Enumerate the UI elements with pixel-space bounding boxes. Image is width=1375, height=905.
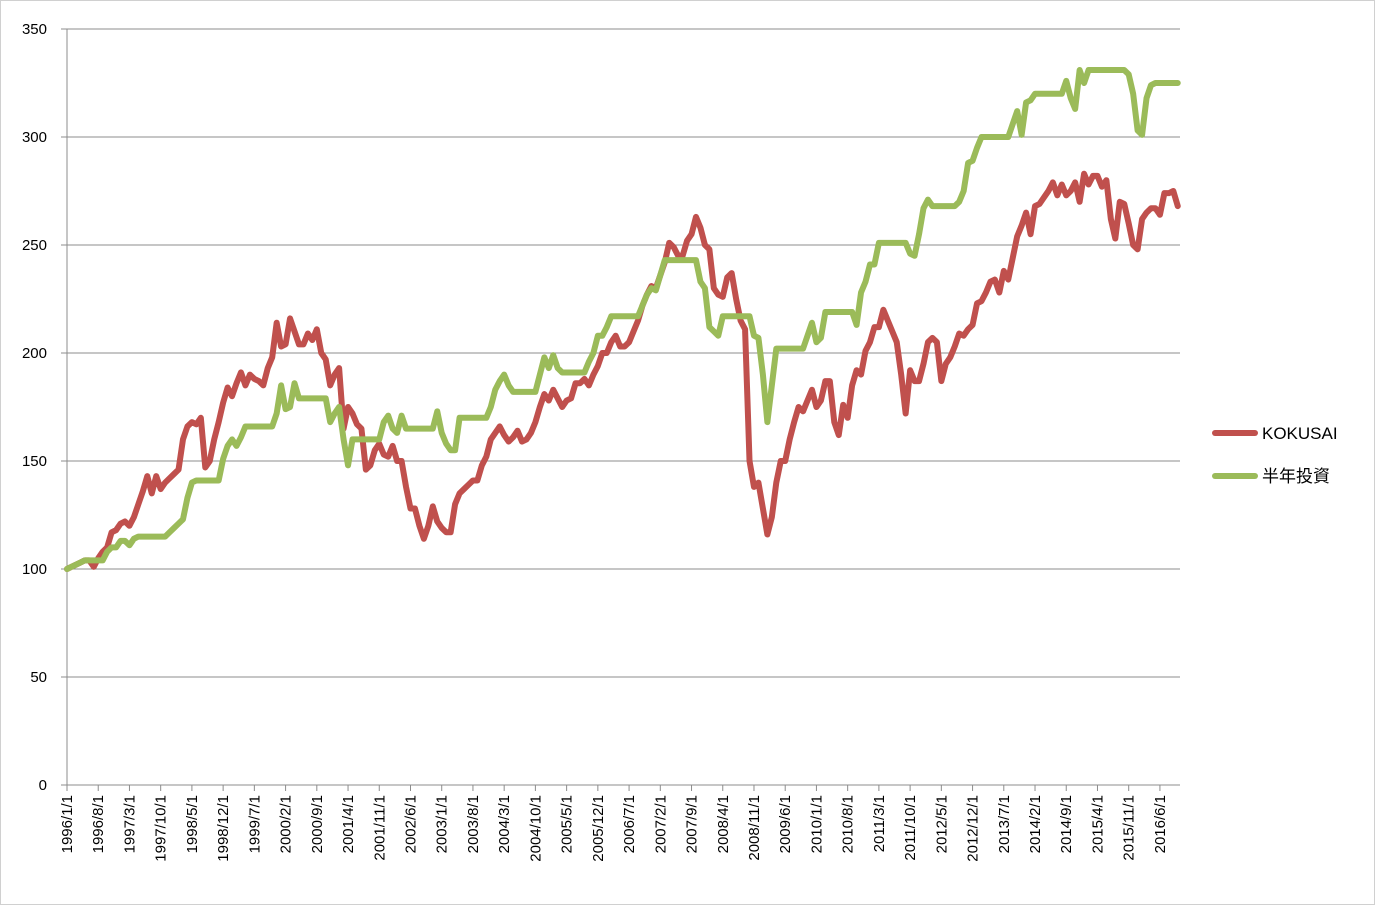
series-line: [64, 67, 1181, 572]
x-tick-label: 2011/10/1: [902, 795, 919, 861]
x-tick-label: 2001/11/1: [371, 795, 388, 861]
x-tick-label: 2016/6/1: [1152, 795, 1169, 853]
x-tick-label: 1998/5/1: [184, 795, 201, 853]
y-tick-label: 0: [39, 777, 47, 794]
y-tick-label: 150: [22, 453, 47, 470]
y-tick-label: 200: [22, 345, 47, 362]
x-tick-label: 1999/7/1: [246, 795, 263, 853]
x-tick-label: 1996/8/1: [90, 795, 107, 853]
x-tick-label: 2007/9/1: [684, 795, 701, 853]
legend-label: 半年投資: [1262, 467, 1330, 486]
x-tick-label: 2005/12/1: [590, 795, 607, 862]
x-tick-label: 2000/2/1: [278, 795, 295, 853]
x-tick-label: 2003/8/1: [465, 795, 482, 853]
x-tick-label: 2008/4/1: [715, 795, 732, 853]
x-tick-label: 2005/5/1: [559, 795, 576, 853]
x-tick-label: 2014/2/1: [1027, 795, 1044, 853]
y-tick-label: 250: [22, 237, 47, 254]
x-tick-label: 2008/11/1: [746, 795, 763, 861]
x-tick-label: 2003/1/1: [434, 795, 451, 853]
x-tick-label: 2001/4/1: [340, 795, 357, 853]
y-tick-label: 350: [22, 21, 47, 38]
x-tick-label: 2004/3/1: [496, 795, 513, 853]
x-tick-label: 1996/1/1: [59, 795, 76, 853]
legend-label: KOKUSAI: [1262, 424, 1338, 443]
x-tick-label: 2013/7/1: [996, 795, 1013, 853]
x-tick-label: 1997/3/1: [121, 795, 138, 853]
y-tick-label: 50: [30, 669, 47, 686]
x-tick-label: 2010/1/1: [808, 795, 825, 853]
x-tick-label: 1997/10/1: [153, 795, 170, 862]
x-tick-label: 2015/11/1: [1121, 795, 1138, 861]
x-tick-label: 2006/7/1: [621, 795, 638, 853]
x-tick-label: 2000/9/1: [309, 795, 326, 853]
x-tick-label: 2012/5/1: [933, 795, 950, 853]
x-tick-label: 2010/8/1: [840, 795, 857, 853]
y-tick-label: 100: [22, 561, 47, 578]
x-tick-label: 2014/9/1: [1058, 795, 1075, 853]
x-tick-label: 1998/12/1: [215, 795, 232, 862]
x-tick-label: 2009/6/1: [777, 795, 794, 853]
y-tick-label: 300: [22, 129, 47, 146]
series-line: [64, 170, 1181, 572]
x-tick-label: 2004/10/1: [527, 795, 544, 862]
x-tick-label: 2007/2/1: [652, 795, 669, 853]
x-tick-label: 2011/3/1: [871, 795, 888, 852]
x-tick-label: 2015/4/1: [1089, 795, 1106, 853]
x-tick-label: 2012/12/1: [965, 795, 982, 862]
x-tick-label: 2002/6/1: [402, 795, 419, 853]
